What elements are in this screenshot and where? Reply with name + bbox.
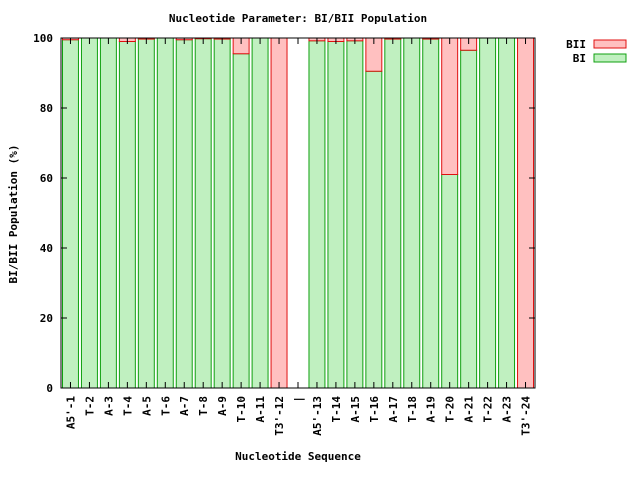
bar-bi-1 <box>80 37 98 389</box>
x-tick-label-13: A5'-13 <box>311 396 324 436</box>
y-tick-label-5: 100 <box>33 32 53 45</box>
x-tick-label-14: T-14 <box>330 396 343 423</box>
y-tick-label-3: 60 <box>40 172 53 185</box>
x-tick-label-3: T-4 <box>121 396 134 416</box>
x-tick-label-0: A5'-1 <box>64 396 77 429</box>
y-tick-label-2: 40 <box>40 242 53 255</box>
y-tick-label-1: 20 <box>40 312 53 325</box>
y-axis-label: BI/BII Population (%) <box>7 144 20 283</box>
x-tick-label-15: A-15 <box>349 396 362 423</box>
x-tick-label-12: | <box>292 396 305 403</box>
bar-bii-11 <box>270 37 288 389</box>
bar-bi-15 <box>346 40 364 389</box>
bar-bi-6 <box>175 39 193 389</box>
x-tick-label-5: T-6 <box>159 396 172 416</box>
x-tick-label-9: T-10 <box>235 396 248 423</box>
x-tick-label-17: A-17 <box>387 396 400 423</box>
bar-bi-9 <box>232 53 250 389</box>
legend-swatch-bii <box>593 39 627 49</box>
bar-bi-19 <box>422 38 440 389</box>
x-tick-label-10: A-11 <box>254 396 267 423</box>
chart-title: Nucleotide Parameter: BI/BII Population <box>169 12 427 25</box>
x-tick-label-20: T-20 <box>444 396 457 423</box>
bar-bii-20 <box>441 37 459 175</box>
plot-area: 0 20 40 60 80 100 A5'-1 T-2 A-3 T-4 A-5 T-6 A-7 T-8 A-… <box>33 32 536 436</box>
bar-bi-10 <box>251 37 269 389</box>
bar-bi-20 <box>441 174 459 389</box>
legend-label-bi: BI <box>573 52 586 65</box>
legend-swatch-bi <box>593 53 627 63</box>
y-tick-label-0: 0 <box>46 382 53 395</box>
x-tick-label-22: T-22 <box>482 396 495 423</box>
bar-bi-7 <box>194 38 212 389</box>
x-axis-label: Nucleotide Sequence <box>235 450 361 463</box>
bar-bi-14 <box>327 41 345 389</box>
x-tick-label-23: A-23 <box>501 396 514 423</box>
x-tick-label-1: T-2 <box>83 396 96 416</box>
x-tick-label-19: A-19 <box>425 396 438 423</box>
x-tick-label-11: T3'-12 <box>273 396 286 436</box>
bar-bi-18 <box>403 37 421 389</box>
legend-label-bii: BII <box>566 38 586 51</box>
x-tick-label-16: T-16 <box>368 396 381 423</box>
bar-bi-3 <box>118 41 136 389</box>
bar-bi-2 <box>99 37 117 389</box>
x-tick-label-6: A-7 <box>178 396 191 416</box>
bar-bi-16 <box>365 70 383 389</box>
bar-bi-17 <box>384 38 402 389</box>
bar-bi-5 <box>156 37 174 389</box>
bar-bi-4 <box>137 38 155 389</box>
x-tick-label-2: A-3 <box>102 396 115 416</box>
bar-bi-0 <box>62 39 79 389</box>
bar-bi-22 <box>479 37 497 389</box>
bar-bi-8 <box>213 38 231 389</box>
bar-bi-23 <box>498 37 516 389</box>
bar-bii-24 <box>517 37 534 389</box>
x-tick-label-8: A-9 <box>216 396 229 416</box>
bar-bi-21 <box>460 49 478 389</box>
x-tick-label-4: A-5 <box>140 396 153 416</box>
x-tick-label-24: T3'-24 <box>520 396 533 436</box>
y-tick-label-4: 80 <box>40 102 53 115</box>
x-tick-label-21: A-21 <box>463 396 476 423</box>
x-tick-label-7: T-8 <box>197 396 210 416</box>
bar-bi-13 <box>308 40 326 389</box>
x-tick-label-18: T-18 <box>406 396 419 423</box>
